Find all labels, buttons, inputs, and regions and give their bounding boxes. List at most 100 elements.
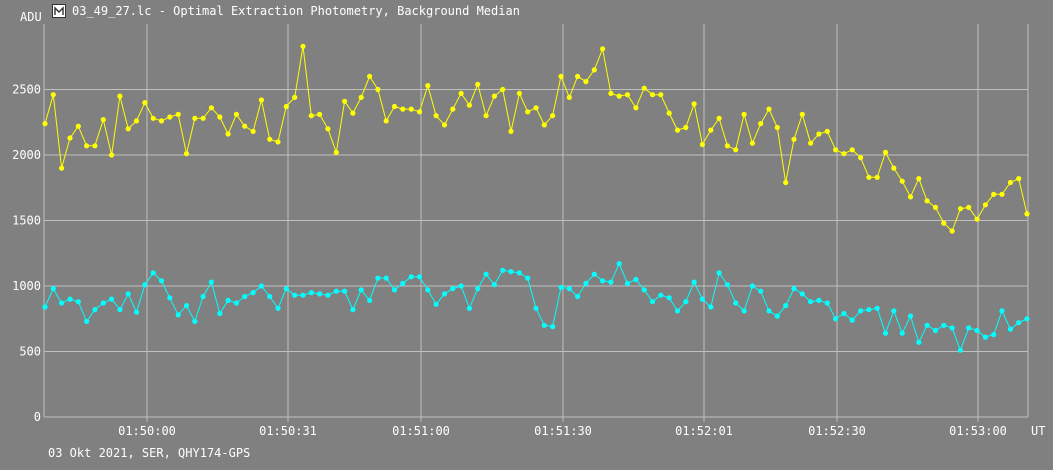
data-point	[566, 286, 572, 292]
data-point	[325, 126, 331, 132]
data-point	[242, 123, 248, 129]
data-point	[133, 118, 140, 124]
data-point	[267, 136, 273, 142]
data-point	[658, 292, 664, 298]
data-point	[100, 300, 106, 306]
data-point	[283, 103, 289, 110]
data-point	[50, 286, 56, 292]
data-point	[932, 204, 939, 210]
data-point	[175, 312, 181, 318]
data-point	[450, 106, 456, 112]
data-point	[92, 307, 98, 313]
data-point	[774, 124, 780, 131]
data-point	[125, 291, 131, 297]
data-point	[666, 295, 672, 301]
data-point	[225, 297, 231, 303]
data-point	[367, 73, 373, 79]
data-point	[358, 287, 364, 293]
data-point	[408, 274, 414, 280]
data-point	[558, 73, 564, 79]
data-point	[458, 90, 464, 96]
data-point	[142, 282, 148, 288]
data-point	[816, 131, 822, 137]
data-point	[441, 122, 448, 128]
data-point	[691, 101, 697, 107]
data-point	[624, 92, 631, 98]
data-point	[350, 110, 356, 116]
x-tick-label: 01:52:30	[808, 424, 866, 438]
data-point	[758, 121, 764, 127]
data-point	[550, 324, 556, 330]
data-point	[924, 198, 930, 204]
data-point	[400, 280, 406, 286]
data-point	[783, 179, 789, 186]
data-point	[649, 299, 656, 305]
data-point	[75, 123, 81, 129]
data-point	[766, 308, 772, 314]
data-point	[59, 165, 65, 171]
data-point	[991, 191, 997, 197]
data-point	[858, 308, 864, 314]
data-point	[649, 92, 656, 98]
data-point	[824, 128, 830, 134]
data-point	[907, 194, 914, 200]
data-point	[367, 297, 373, 303]
data-point	[699, 296, 706, 302]
data-point	[899, 330, 905, 336]
data-point	[866, 174, 872, 180]
data-point	[641, 85, 647, 91]
data-point	[791, 136, 797, 142]
data-point	[941, 322, 947, 328]
data-point	[791, 286, 797, 292]
window-title: 03_49_27.lc - Optimal Extraction Photome…	[72, 4, 520, 18]
data-point	[466, 305, 472, 311]
data-point	[541, 122, 547, 128]
data-point	[575, 293, 581, 300]
data-point	[666, 110, 672, 116]
y-tick-label: 1000	[12, 279, 41, 293]
data-point	[150, 115, 156, 121]
data-point	[699, 141, 706, 148]
data-point	[508, 128, 514, 134]
y-tick-label: 2500	[12, 83, 41, 97]
data-point	[450, 286, 456, 292]
data-point	[125, 126, 131, 132]
data-point	[658, 92, 664, 98]
y-tick-label: 1500	[12, 214, 41, 228]
data-point	[100, 117, 106, 123]
observation-info: 03 Okt 2021, SER, QHY174-GPS	[48, 446, 251, 460]
data-point	[217, 310, 223, 317]
data-point	[907, 313, 914, 319]
data-point	[408, 106, 414, 112]
data-point	[633, 105, 639, 111]
data-point	[575, 73, 581, 79]
data-point	[874, 174, 880, 180]
data-point	[416, 109, 423, 115]
data-point	[816, 297, 822, 303]
data-point	[833, 147, 839, 153]
data-point	[258, 97, 264, 103]
data-point	[458, 283, 464, 289]
data-point	[999, 308, 1005, 314]
data-point	[683, 124, 689, 131]
data-point	[541, 322, 547, 328]
data-point	[991, 331, 997, 338]
data-point	[508, 269, 514, 275]
x-tick-label: 01:50:31	[259, 424, 317, 438]
data-point	[674, 127, 681, 133]
data-point	[333, 149, 339, 155]
data-point	[84, 318, 90, 324]
data-point	[916, 339, 922, 345]
data-point	[375, 275, 381, 281]
data-point	[849, 317, 855, 323]
data-point	[724, 143, 731, 149]
data-point	[383, 275, 389, 281]
data-point	[250, 128, 256, 134]
data-point	[516, 90, 523, 96]
data-point	[566, 94, 572, 100]
data-point	[583, 79, 589, 85]
data-point	[774, 313, 780, 319]
data-point	[616, 261, 622, 267]
data-point	[974, 216, 980, 222]
data-point	[808, 299, 814, 305]
